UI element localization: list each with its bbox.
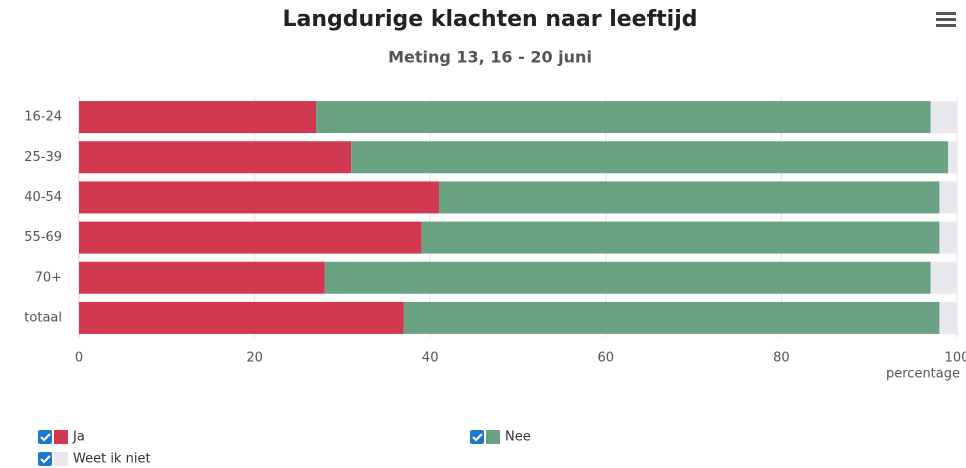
legend-check <box>472 433 483 442</box>
legend-checkbox[interactable] <box>470 430 484 444</box>
legend-swatch <box>54 452 68 466</box>
bar-segment <box>421 221 940 254</box>
bar-segment <box>79 221 422 254</box>
legend-checkbox[interactable] <box>38 430 52 444</box>
x-tick-label: 40 <box>422 351 439 366</box>
bar-segment <box>79 101 317 134</box>
legend-item[interactable]: Ja <box>38 430 85 445</box>
bar-segment <box>930 101 957 134</box>
bar-segment <box>79 301 404 334</box>
bar-segment <box>939 221 957 254</box>
bar-segment <box>79 261 325 294</box>
legend-label: Weet ik niet <box>73 452 151 467</box>
bar-segment <box>930 261 957 294</box>
legend-item[interactable]: Weet ik niet <box>38 452 151 467</box>
chart-title: Langdurige klachten naar leeftijd <box>282 7 697 32</box>
bar-segment <box>351 141 949 174</box>
bar-segment <box>403 301 940 334</box>
y-tick-label: 16-24 <box>24 110 62 125</box>
x-tick-label: 0 <box>75 351 83 366</box>
bar-segment <box>79 181 439 214</box>
y-tick-label: 70+ <box>35 270 62 285</box>
bar-segment <box>939 181 957 214</box>
bar-segment <box>316 101 931 134</box>
legend-checkbox[interactable] <box>38 452 52 466</box>
legend-label: Nee <box>505 430 531 445</box>
legend-label: Ja <box>72 430 85 445</box>
legend-swatch <box>54 430 68 444</box>
bar-segment <box>79 141 352 174</box>
bar-segment <box>438 181 940 214</box>
x-axis-label: percentage <box>886 367 960 382</box>
chart-subtitle: Meting 13, 16 - 20 juni <box>388 48 592 67</box>
x-tick-label: 60 <box>598 351 615 366</box>
menu-button[interactable] <box>936 12 956 27</box>
bar-segment <box>948 141 957 174</box>
x-tick-label: 100 <box>945 351 966 366</box>
y-tick-label: 40-54 <box>24 190 62 205</box>
legend-item[interactable]: Nee <box>470 430 531 445</box>
y-tick-label: 55-69 <box>24 230 62 245</box>
bar-segment <box>939 301 957 334</box>
bar-segment <box>324 261 931 294</box>
legend-check <box>40 433 51 442</box>
legend-swatch <box>486 430 500 444</box>
x-tick-label: 20 <box>246 351 263 366</box>
y-tick-label: totaal <box>24 310 62 325</box>
y-tick-label: 25-39 <box>24 150 62 165</box>
legend-check <box>40 455 51 464</box>
x-tick-label: 80 <box>773 351 790 366</box>
